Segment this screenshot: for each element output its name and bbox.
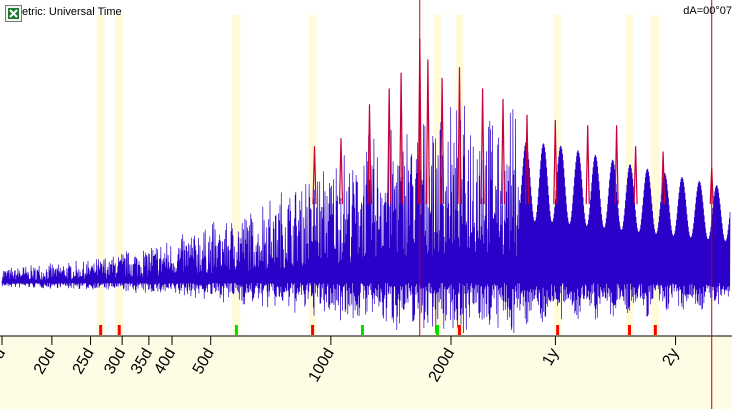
signal-line [1, 105, 731, 334]
spectral-peak[interactable] [425, 59, 430, 205]
spectral-peak[interactable] [661, 151, 666, 205]
delta-readout: dA=00°07 [683, 5, 732, 17]
spectral-peak[interactable] [399, 72, 404, 205]
spectral-peak[interactable] [633, 146, 638, 205]
red-period-marker[interactable] [556, 325, 560, 335]
chart-title: etric: Universal Time [22, 6, 122, 18]
green-period-marker[interactable] [234, 325, 238, 335]
spectral-peak[interactable] [614, 125, 619, 205]
spectral-peak[interactable] [585, 125, 590, 205]
excel-export-icon[interactable] [5, 5, 22, 22]
spectral-peak[interactable] [457, 67, 462, 205]
cursor-lines[interactable] [419, 0, 713, 409]
spectral-peak[interactable] [338, 138, 344, 205]
spectral-peak[interactable] [367, 104, 372, 205]
red-period-marker[interactable] [117, 325, 121, 335]
red-period-marker[interactable] [311, 325, 315, 335]
x-tick-label: d [0, 346, 9, 362]
red-period-marker[interactable] [457, 325, 461, 335]
spectral-peak[interactable] [500, 98, 506, 205]
highlight-band [308, 15, 317, 336]
green-period-marker[interactable] [435, 325, 439, 335]
red-period-marker[interactable] [627, 325, 631, 335]
spectral-peak[interactable] [480, 88, 485, 205]
red-period-marker[interactable] [653, 325, 657, 335]
spectral-peak[interactable] [387, 88, 392, 205]
x-tick-label: 1y [539, 346, 562, 369]
spectral-peak[interactable] [524, 114, 530, 205]
x-tick-label: 2y [660, 346, 683, 369]
spectral-peak[interactable] [553, 119, 558, 205]
signal-trace [1, 38, 731, 334]
highlight-band [115, 15, 124, 336]
axis-band [0, 336, 732, 409]
highlight-band [651, 15, 660, 336]
period-markers[interactable] [99, 325, 657, 335]
highlight-band [455, 15, 464, 336]
spectral-peak[interactable] [440, 77, 445, 205]
highlight-band [433, 15, 442, 336]
green-period-marker[interactable] [360, 325, 364, 335]
highlight-band [232, 15, 241, 336]
spectral-peak[interactable] [312, 146, 317, 205]
highlight-band [96, 15, 105, 336]
red-period-marker[interactable] [99, 325, 103, 335]
